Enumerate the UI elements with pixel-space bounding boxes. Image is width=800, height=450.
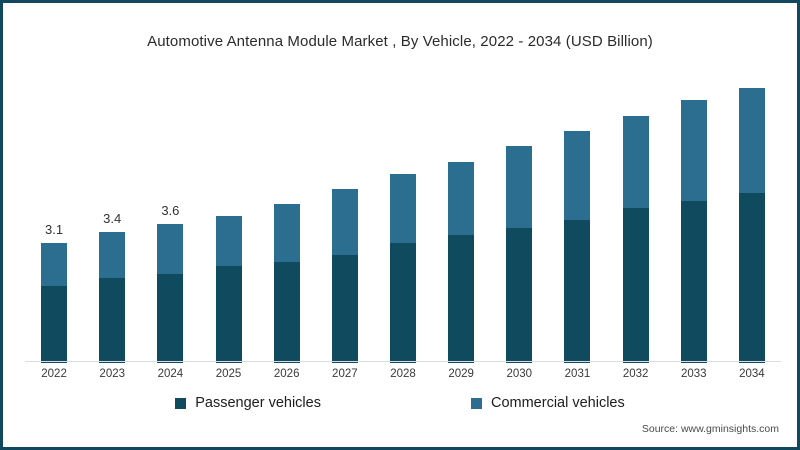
legend-item-passenger-vehicles[interactable]: Passenger vehicles [175, 395, 321, 411]
x-axis-tick-label: 2024 [157, 368, 184, 380]
bar-group[interactable] [680, 100, 707, 363]
bar-segment-passenger-vehicles[interactable] [564, 219, 591, 363]
bar-group[interactable]: 3.4 [99, 211, 126, 363]
bar-group[interactable] [273, 204, 300, 363]
bar-segment-commercial-vehicles[interactable] [390, 173, 416, 244]
bar-value-label: 3.1 [45, 222, 64, 238]
bar-group[interactable] [622, 115, 649, 363]
legend-swatch-icon [470, 397, 482, 409]
x-axis-tick-label: 2025 [215, 368, 242, 380]
x-axis-tick-label: 2023 [99, 368, 126, 380]
bar-segment-passenger-vehicles[interactable] [738, 192, 765, 363]
bar-segment-commercial-vehicles[interactable] [331, 189, 358, 255]
bar-segment-passenger-vehicles[interactable] [680, 200, 707, 363]
bar-segment-commercial-vehicles[interactable] [738, 88, 765, 193]
bar-segment-commercial-vehicles[interactable] [448, 161, 475, 236]
bar-segment-passenger-vehicles[interactable] [99, 277, 126, 363]
bar-segment-passenger-vehicles[interactable] [331, 254, 358, 363]
bar-segment-passenger-vehicles[interactable] [390, 243, 416, 363]
bar-value-label: 3.4 [103, 210, 122, 226]
bar-segment-commercial-vehicles[interactable] [506, 146, 533, 228]
bar-value-label: 3.6 [161, 202, 180, 218]
x-axis-tick-label: 2026 [273, 368, 300, 380]
bar-segment-passenger-vehicles[interactable] [273, 262, 300, 363]
x-axis-tick-label: 2030 [506, 368, 533, 380]
page-title: Automotive Antenna Module Market , By Ve… [147, 33, 653, 50]
bar-group[interactable]: 3.1 [41, 222, 68, 363]
plot-area: 3.1 3.4 3.6 [25, 73, 781, 363]
legend-swatch-icon [175, 397, 187, 409]
bar-segment-passenger-vehicles[interactable] [448, 235, 475, 363]
bar-group[interactable] [738, 88, 765, 363]
bar-segment-commercial-vehicles[interactable] [273, 204, 300, 263]
bar-segment-commercial-vehicles[interactable] [41, 243, 68, 286]
bar-group[interactable] [215, 216, 242, 363]
bar-segment-passenger-vehicles[interactable] [157, 274, 184, 363]
x-axis-tick-label: 2031 [564, 368, 591, 380]
bar-group[interactable] [448, 161, 475, 363]
bar-segment-passenger-vehicles[interactable] [506, 227, 533, 363]
x-axis-tick-label: 2033 [680, 368, 707, 380]
legend-item-commercial-vehicles[interactable]: Commercial vehicles [470, 395, 625, 411]
bar-segment-passenger-vehicles[interactable] [622, 208, 649, 363]
bar-group[interactable] [331, 189, 358, 363]
bar-group[interactable] [390, 173, 416, 363]
x-axis-tick-label: 2032 [622, 368, 649, 380]
x-axis-tick-label: 2022 [41, 368, 67, 380]
x-axis-tick-label: 2034 [739, 368, 765, 380]
bar-segment-commercial-vehicles[interactable] [622, 115, 649, 209]
bar-segment-commercial-vehicles[interactable] [99, 231, 126, 278]
bar-group[interactable] [564, 131, 591, 363]
bar-segment-commercial-vehicles[interactable] [564, 131, 591, 220]
x-axis-tick-label: 2028 [390, 368, 416, 380]
legend-item-label: Commercial vehicles [490, 395, 625, 411]
bar-segment-passenger-vehicles[interactable] [41, 285, 68, 363]
x-axis-tick-label: 2027 [332, 368, 358, 380]
bar-segment-passenger-vehicles[interactable] [215, 266, 242, 363]
bar-group[interactable]: 3.6 [157, 203, 184, 363]
source-note: Source: www.gminsights.com [641, 423, 779, 435]
bar-group[interactable] [506, 146, 533, 363]
bar-segment-commercial-vehicles[interactable] [215, 216, 242, 267]
axis-baseline [25, 361, 781, 362]
bar-segment-commercial-vehicles[interactable] [157, 223, 184, 275]
legend: Passenger vehicles Commercial vehicles [3, 395, 797, 411]
x-axis-tick-label: 2029 [448, 368, 474, 380]
legend-item-label: Passenger vehicles [195, 395, 321, 411]
bar-segment-commercial-vehicles[interactable] [680, 100, 707, 201]
